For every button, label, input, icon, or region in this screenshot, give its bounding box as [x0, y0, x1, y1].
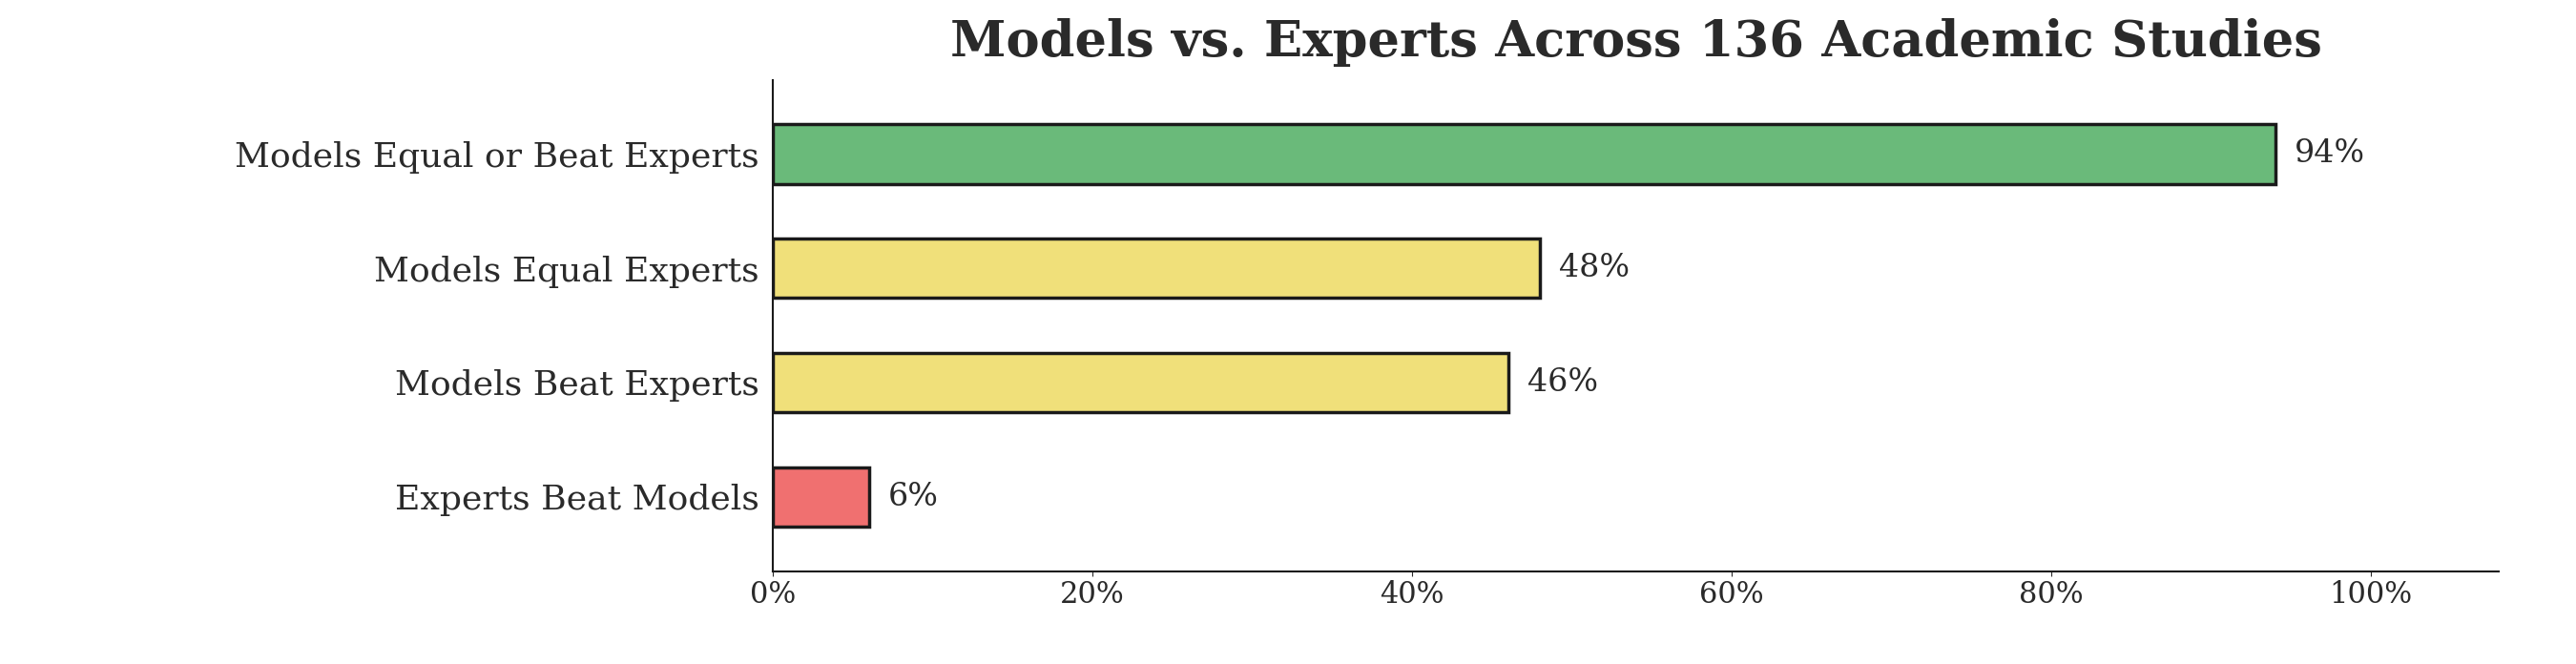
Text: 6%: 6% [889, 481, 938, 512]
Title: Models vs. Experts Across 136 Academic Studies: Models vs. Experts Across 136 Academic S… [951, 18, 2321, 66]
Bar [773, 467, 868, 527]
Text: 94%: 94% [2295, 139, 2365, 169]
Bar [773, 353, 1507, 412]
Text: 46%: 46% [1528, 367, 1597, 398]
Bar [773, 238, 1540, 298]
Text: 48%: 48% [1558, 253, 1631, 284]
Bar [773, 124, 2275, 184]
